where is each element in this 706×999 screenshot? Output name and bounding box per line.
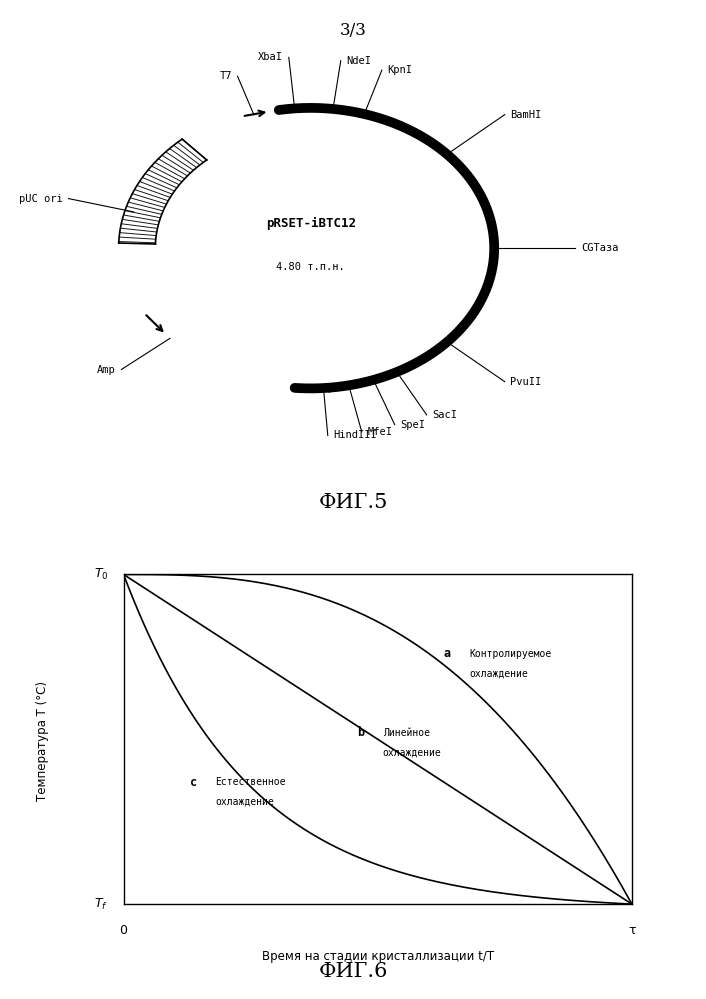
Text: Температура T (°C): Температура T (°C) (36, 681, 49, 801)
Text: $T_f$: $T_f$ (95, 896, 108, 912)
Text: Линейное: Линейное (383, 727, 430, 737)
Text: $T_0$: $T_0$ (94, 566, 108, 582)
Text: XbaI: XbaI (258, 52, 283, 62)
Text: SacI: SacI (432, 410, 457, 420)
Text: b: b (357, 726, 364, 739)
Text: охлаждение: охлаждение (469, 668, 528, 678)
Text: τ: τ (628, 924, 635, 937)
Text: охлаждение: охлаждение (383, 747, 441, 757)
Text: c: c (190, 775, 197, 788)
Text: Время на стадии кристаллизации t/T: Время на стадии кристаллизации t/T (262, 950, 493, 963)
Text: pRSET-iBTC12: pRSET-iBTC12 (265, 218, 356, 231)
Text: ФИГ.6: ФИГ.6 (318, 961, 388, 981)
Text: 3/3: 3/3 (340, 22, 366, 39)
Text: MfeI: MfeI (367, 427, 393, 437)
Text: 0: 0 (119, 924, 128, 937)
Text: CGTаза: CGTаза (581, 243, 618, 253)
Text: BamHI: BamHI (510, 110, 542, 120)
Text: PvuII: PvuII (510, 377, 542, 387)
Text: T7: T7 (220, 71, 232, 81)
Text: HindIII: HindIII (333, 431, 377, 441)
Text: pUC ori: pUC ori (19, 194, 63, 204)
Text: Естественное: Естественное (215, 777, 285, 787)
Text: a: a (444, 647, 451, 660)
Text: KpnI: KpnI (388, 65, 412, 75)
Text: NdeI: NdeI (347, 56, 371, 66)
Text: SpeI: SpeI (400, 420, 425, 430)
Text: охлаждение: охлаждение (215, 797, 274, 807)
Text: 4.80 т.п.н.: 4.80 т.п.н. (276, 262, 345, 272)
Text: Amp: Amp (97, 365, 116, 375)
Text: Контролируемое: Контролируемое (469, 648, 551, 658)
Text: ФИГ.5: ФИГ.5 (318, 494, 388, 512)
